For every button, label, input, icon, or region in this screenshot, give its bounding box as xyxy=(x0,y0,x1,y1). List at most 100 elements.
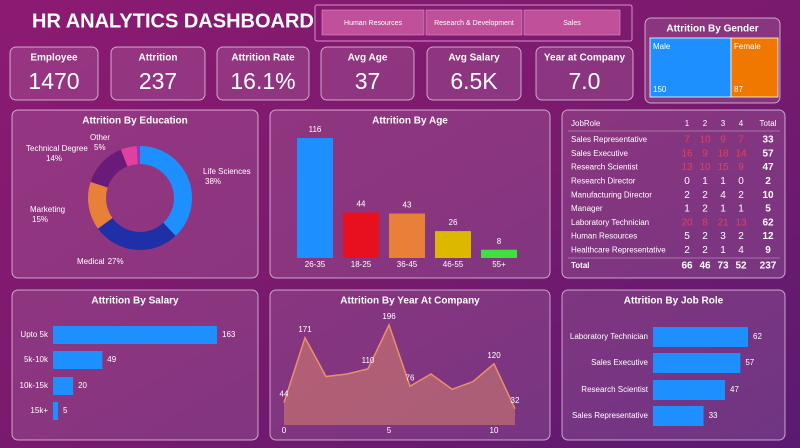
table-cell: 2 xyxy=(684,190,690,201)
row-label: Human Resources xyxy=(571,232,637,241)
table-cell: 4 xyxy=(738,245,744,256)
point-value-label: 44 xyxy=(280,390,289,399)
chart-panel xyxy=(11,109,259,279)
y-tick-label: Sales Executive xyxy=(591,358,648,367)
chart-title: Attrition By Age xyxy=(372,116,448,127)
kpi-label: Avg Salary xyxy=(448,53,500,64)
bar xyxy=(297,138,333,258)
kpi-value: 6.5K xyxy=(450,68,498,94)
tab-frame xyxy=(314,4,633,42)
x-tick-label: 46-55 xyxy=(443,260,464,269)
bar xyxy=(653,353,741,373)
bar-value-label: 44 xyxy=(357,200,366,209)
table-cell: 1 xyxy=(702,176,708,187)
donut-label: Technical Degree xyxy=(26,144,88,153)
donut-value-label: 5% xyxy=(94,143,106,152)
bar xyxy=(389,213,425,258)
table-cell: 2 xyxy=(702,231,708,242)
x-tick-label: 18-25 xyxy=(351,260,372,269)
donut-value-label: 38% xyxy=(205,177,221,186)
tab-button[interactable] xyxy=(321,9,425,36)
kpi-card xyxy=(9,46,99,101)
tab-button[interactable] xyxy=(425,9,523,36)
tab-label[interactable]: Sales xyxy=(563,20,581,27)
tab-button[interactable] xyxy=(523,9,621,36)
donut-value-label: 15% xyxy=(32,215,48,224)
table-cell: 9 xyxy=(720,135,726,146)
table-cell: 2 xyxy=(702,204,708,215)
bar-value-label: 62 xyxy=(753,332,762,341)
bar-value-label: 20 xyxy=(78,381,87,390)
bar-value-label: 57 xyxy=(745,358,754,367)
treemap-cell xyxy=(649,37,732,98)
bar-value-label: 33 xyxy=(709,411,718,420)
kpi-value: 37 xyxy=(355,68,381,94)
table-cell: 14 xyxy=(735,148,747,159)
bar-value-label: 8 xyxy=(497,237,502,246)
chart-title: Attrition By Gender xyxy=(666,24,758,35)
kpi-label: Year at Company xyxy=(544,53,626,64)
bar xyxy=(53,326,217,344)
table-total: 73 xyxy=(717,261,729,272)
kpi-card xyxy=(426,46,522,101)
treemap-label: Male xyxy=(653,42,671,51)
treemap-value: 150 xyxy=(653,85,667,94)
table-total: 66 xyxy=(681,261,693,272)
row-label: Research Scientist xyxy=(571,163,638,172)
x-tick-label: 36-45 xyxy=(397,260,418,269)
y-tick-label: Research Scientist xyxy=(581,385,648,394)
x-tick-label: 0 xyxy=(282,426,287,435)
bar-value-label: 47 xyxy=(730,385,739,394)
table-header: JobRole xyxy=(571,119,601,128)
table-cell: 2 xyxy=(738,190,744,201)
table-cell: 9 xyxy=(702,148,708,159)
chart-title: Attrition By Job Role xyxy=(624,296,724,307)
table-cell: 5 xyxy=(765,204,771,215)
table-cell: 0 xyxy=(684,176,690,187)
kpi-value: 237 xyxy=(139,68,177,94)
kpi-value: 7.0 xyxy=(569,68,601,94)
point-value-label: 120 xyxy=(487,351,501,360)
table-header: 4 xyxy=(739,119,744,128)
table-cell: 15 xyxy=(717,162,729,173)
chart-title: Attrition By Education xyxy=(82,116,188,127)
y-tick-label: Upto 5k xyxy=(20,330,49,339)
tab-label[interactable]: Research & Development xyxy=(434,20,514,27)
table-cell: 7 xyxy=(684,135,690,146)
table-cell: 1 xyxy=(720,245,726,256)
x-tick-label: 5 xyxy=(387,426,392,435)
bar xyxy=(343,212,379,258)
donut-label: Other xyxy=(90,133,110,142)
table-cell: 16 xyxy=(681,148,693,159)
table-cell: 1 xyxy=(720,204,726,215)
table-cell: 12 xyxy=(762,231,774,242)
chart-panel xyxy=(269,289,551,441)
kpi-value: 16.1% xyxy=(230,68,295,94)
kpi-label: Employee xyxy=(30,53,78,64)
donut-label: Medical xyxy=(77,257,105,266)
table-cell: 57 xyxy=(762,148,774,159)
kpi-card xyxy=(535,46,634,101)
matrix-panel xyxy=(561,109,786,279)
table-cell: 2 xyxy=(702,245,708,256)
point-value-label: 76 xyxy=(406,373,415,382)
table-cell: 9 xyxy=(765,245,771,256)
tab-label[interactable]: Human Resources xyxy=(344,20,402,27)
kpi-card xyxy=(110,46,206,101)
x-tick-label: 10 xyxy=(490,426,499,435)
table-cell: 13 xyxy=(735,217,747,228)
bar xyxy=(53,351,103,369)
chart-panel xyxy=(269,109,551,279)
donut-slice xyxy=(140,146,192,236)
row-label: Laboratory Technician xyxy=(571,218,649,227)
table-cell: 10 xyxy=(699,135,711,146)
treemap-value: 87 xyxy=(734,85,743,94)
table-cell: 1 xyxy=(720,176,726,187)
x-tick-label: 55+ xyxy=(492,260,506,269)
bar xyxy=(653,327,748,347)
bar xyxy=(653,380,726,400)
bar-value-label: 43 xyxy=(403,201,412,210)
point-value-label: 110 xyxy=(362,356,375,365)
